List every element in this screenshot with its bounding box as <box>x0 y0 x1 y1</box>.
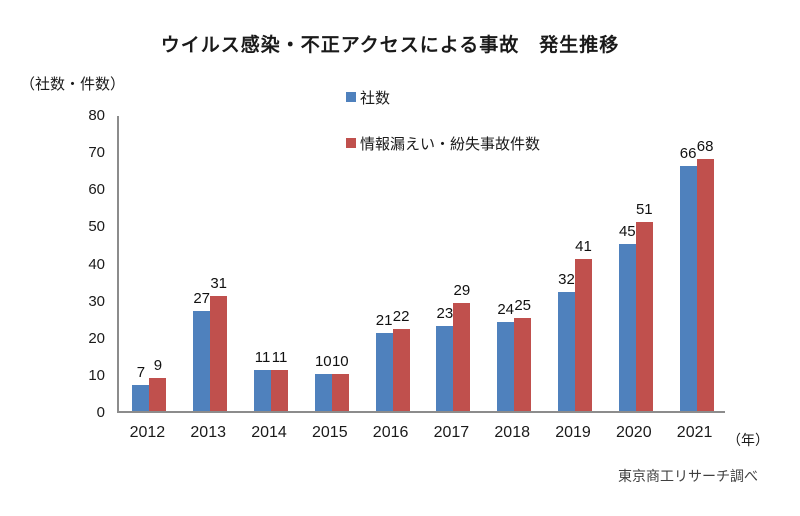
x-tick-label-2015: 2015 <box>312 424 348 441</box>
bar-companies-2013 <box>193 311 211 411</box>
x-tick-label-2013: 2013 <box>190 424 226 441</box>
data-label-incidents-2012: 9 <box>153 357 163 374</box>
x-tick-label-2019: 2019 <box>555 424 591 441</box>
bar-companies-2018 <box>497 322 515 411</box>
data-label-companies-2012: 7 <box>136 364 146 381</box>
data-label-incidents-2020: 51 <box>635 201 653 218</box>
legend-item-incidents: 情報漏えい・紛失事故件数 <box>346 134 541 153</box>
legend-swatch-blue <box>346 92 356 102</box>
bar-incidents-2014 <box>271 370 288 411</box>
x-tick-label-2018: 2018 <box>494 424 530 441</box>
y-tick-label-80: 80 <box>88 107 105 124</box>
y-tick-label-70: 70 <box>88 144 105 162</box>
y-axis-unit-label: （社数・件数） <box>20 76 126 93</box>
bar-incidents-2012 <box>149 378 167 411</box>
bar-incidents-2013 <box>210 296 228 411</box>
y-tick-label-20: 20 <box>88 329 105 347</box>
legend-swatch-red <box>346 138 356 148</box>
data-label-companies-2019: 32 <box>558 271 575 288</box>
data-label-companies-2013: 27 <box>193 290 211 307</box>
data-label-companies-2017: 23 <box>436 305 454 322</box>
bar-companies-2017 <box>436 326 454 411</box>
bar-companies-2015 <box>314 374 332 411</box>
y-tick-label-40: 40 <box>88 255 105 273</box>
source-note: 東京商工リサーチ調べ <box>618 468 758 484</box>
data-label-companies-2020: 45 <box>618 223 636 240</box>
bar-companies-2019 <box>558 292 575 411</box>
data-label-incidents-2019: 41 <box>575 238 592 255</box>
data-label-companies-2021: 66 <box>679 145 697 162</box>
x-tick-label-2014: 2014 <box>251 424 287 441</box>
x-tick-label-2017: 2017 <box>433 424 470 441</box>
y-tick-label-50: 50 <box>88 218 105 236</box>
data-label-companies-2016: 21 <box>375 312 393 329</box>
bar-companies-2021 <box>679 166 697 411</box>
bar-incidents-2021 <box>696 159 714 411</box>
bar-incidents-2017 <box>453 303 471 411</box>
y-tick-label-60: 60 <box>88 181 105 199</box>
plot-area: 7 9 27 31 11 11 10 10 21 22 23 29 24 25 32 41 45 51 66 68 <box>117 116 725 413</box>
data-label-incidents-2021: 68 <box>696 138 714 155</box>
data-label-companies-2015: 10 <box>314 353 332 370</box>
y-tick-label-0: 0 <box>96 404 105 421</box>
x-tick-label-2020: 2020 <box>616 424 652 441</box>
data-label-companies-2018: 24 <box>497 301 515 318</box>
x-tick-label-2016: 2016 <box>372 424 409 441</box>
y-tick-label-10: 10 <box>88 366 105 384</box>
bar-incidents-2015 <box>331 374 349 411</box>
data-label-incidents-2018: 25 <box>514 297 532 314</box>
data-label-companies-2014: 11 <box>254 349 271 366</box>
y-tick-label-30: 30 <box>88 292 105 310</box>
bar-incidents-2019 <box>575 259 592 411</box>
bar-companies-2020 <box>618 244 636 411</box>
data-label-incidents-2016: 22 <box>392 308 410 325</box>
legend: 社数 情報漏えい・紛失事故件数 <box>346 88 540 180</box>
x-tick-label-2021: 2021 <box>676 424 713 441</box>
legend-label-incidents: 情報漏えい・紛失事故件数 <box>360 135 541 153</box>
legend-label-companies: 社数 <box>360 89 391 107</box>
bar-incidents-2016 <box>392 329 410 411</box>
bar-companies-2012 <box>132 385 150 411</box>
data-label-incidents-2015: 10 <box>331 353 349 370</box>
data-label-incidents-2014: 11 <box>271 349 288 366</box>
x-tick-label-2012: 2012 <box>129 424 166 441</box>
bar-companies-2016 <box>375 333 393 411</box>
legend-item-companies: 社数 <box>346 88 540 107</box>
bar-companies-2014 <box>254 370 271 411</box>
bar-incidents-2020 <box>635 222 653 411</box>
data-label-incidents-2017: 29 <box>453 282 471 299</box>
data-label-incidents-2013: 31 <box>210 275 228 292</box>
x-axis-unit-label: （年） <box>727 432 769 448</box>
chart-title: ウイルス感染・不正アクセスによる事故 発生推移 <box>160 35 620 56</box>
bar-incidents-2018 <box>514 318 532 411</box>
